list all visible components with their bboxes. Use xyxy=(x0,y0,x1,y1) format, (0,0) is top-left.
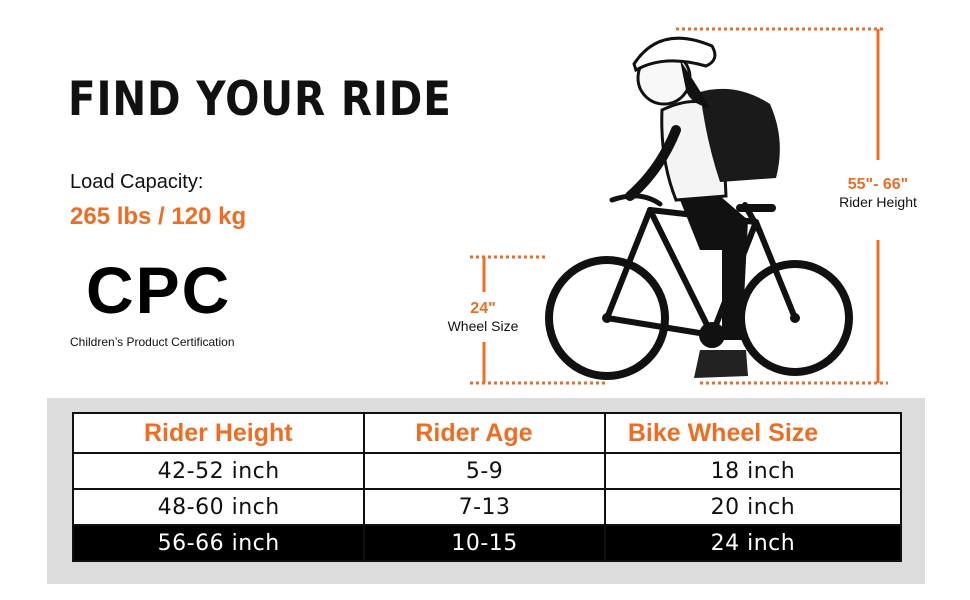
table-row-highlighted: 56-66 inch 10-15 24 inch xyxy=(71,524,903,562)
wheel-dimension-line xyxy=(470,255,606,385)
load-capacity-label: Load Capacity: xyxy=(70,171,204,193)
header-rider-height: Rider Height xyxy=(71,412,366,454)
table-row: 42-52 inch 5-9 18 inch xyxy=(71,452,903,490)
cell-wheel-size: 18 inch xyxy=(603,452,903,490)
rider-bike-illustration xyxy=(470,27,888,385)
cell-rider-age: 7-13 xyxy=(363,488,606,526)
rider-figure xyxy=(625,36,780,378)
wheel-size-dimension-label: 24" Wheel Size xyxy=(436,300,530,334)
cpc-logo: CPC xyxy=(86,253,232,327)
cell-rider-age: 10-15 xyxy=(363,524,606,562)
cell-rider-height: 48-60 inch xyxy=(71,488,366,526)
page-title: FIND YOUR RIDE xyxy=(68,72,452,127)
size-chart-table: Rider Height Rider Age Bike Wheel Size 4… xyxy=(71,412,903,562)
rider-height-value: 55"- 66" xyxy=(847,176,909,193)
cell-rider-height: 42-52 inch xyxy=(71,452,366,490)
cell-rider-height: 56-66 inch xyxy=(71,524,366,562)
wheel-size-value: 24" xyxy=(470,300,496,317)
height-dimension-line xyxy=(676,27,888,385)
cell-wheel-size: 20 inch xyxy=(603,488,903,526)
rider-height-label: Rider Height xyxy=(839,194,917,210)
table-row: 48-60 inch 7-13 20 inch xyxy=(71,488,903,526)
load-capacity-value: 265 lbs / 120 kg xyxy=(70,203,247,230)
table-header-row: Rider Height Rider Age Bike Wheel Size xyxy=(71,412,903,454)
wheel-size-label: Wheel Size xyxy=(447,318,519,334)
cell-rider-age: 5-9 xyxy=(363,452,606,490)
cpc-caption: Children’s Product Certification xyxy=(70,335,235,349)
header-wheel-size: Bike Wheel Size xyxy=(603,412,903,454)
header-rider-age: Rider Age xyxy=(363,412,606,454)
bike-frame xyxy=(604,193,798,348)
rider-height-dimension-label: 55"- 66" Rider Height xyxy=(818,176,938,210)
cell-wheel-size: 24 inch xyxy=(603,524,903,562)
